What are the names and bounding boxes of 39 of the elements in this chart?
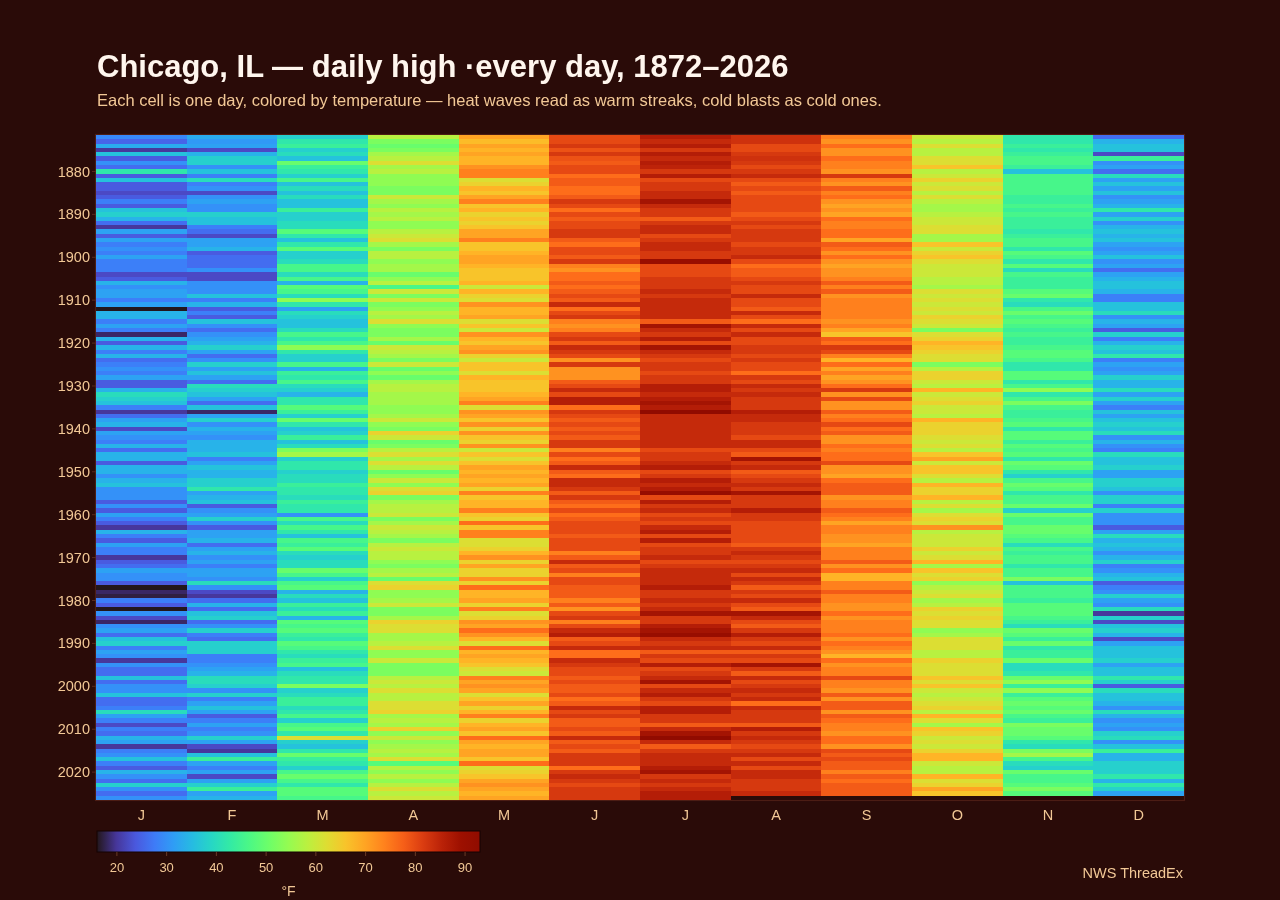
- y-tick-label: 2020: [57, 764, 90, 781]
- color-bar-label: 60: [308, 860, 324, 875]
- x-tick-label: A: [408, 807, 419, 823]
- chart-subtitle: Each cell is one day, colored by temperature — heat waves read as warm streaks, cold blasts as cold ones.: [97, 91, 882, 109]
- x-tick-label: N: [1042, 807, 1054, 823]
- color-bar-label: 80: [408, 860, 423, 875]
- color-bar-label: 40: [209, 860, 224, 875]
- color-bar-label: 20: [109, 860, 125, 875]
- y-tick-label: 2010: [57, 721, 90, 738]
- x-tick-label: S: [861, 807, 872, 823]
- x-tick-label: A: [771, 807, 782, 823]
- y-tick-label: 2000: [57, 678, 90, 695]
- color-bar-label: 90: [457, 860, 473, 875]
- y-tick-label: 1990: [57, 635, 90, 652]
- y-tick-label: 1890: [57, 206, 90, 223]
- y-tick-label: 1940: [57, 420, 90, 437]
- y-tick-label: 1950: [57, 463, 90, 480]
- y-tick-label: 1880: [57, 163, 90, 180]
- color-bar-title: °F: [281, 883, 296, 899]
- y-tick-label: 1910: [57, 292, 90, 309]
- x-tick-label: D: [1133, 807, 1144, 823]
- color-bar-label: 50: [258, 860, 274, 875]
- y-tick-label: 1970: [57, 549, 90, 566]
- color-bar-label: 30: [159, 860, 174, 875]
- x-tick-label: J: [681, 807, 689, 823]
- x-tick-label: O: [951, 807, 963, 823]
- color-bar-label: 70: [358, 860, 373, 875]
- y-tick-label: 1930: [57, 378, 90, 395]
- y-tick-label: 1960: [57, 506, 90, 523]
- x-tick-label: J: [591, 807, 599, 823]
- chart-title: Chicago, IL — daily high ·every day, 1872–2026: [97, 49, 789, 84]
- x-tick-label: J: [137, 807, 145, 823]
- y-tick-label: 1900: [57, 249, 90, 266]
- y-tick-label: 1920: [57, 335, 90, 352]
- x-tick-label: F: [227, 807, 237, 823]
- x-tick-label: M: [316, 807, 329, 823]
- x-tick-label: M: [497, 807, 511, 823]
- text: NWS ThreadEx: [1082, 865, 1184, 881]
- y-tick-label: 1980: [57, 592, 90, 609]
